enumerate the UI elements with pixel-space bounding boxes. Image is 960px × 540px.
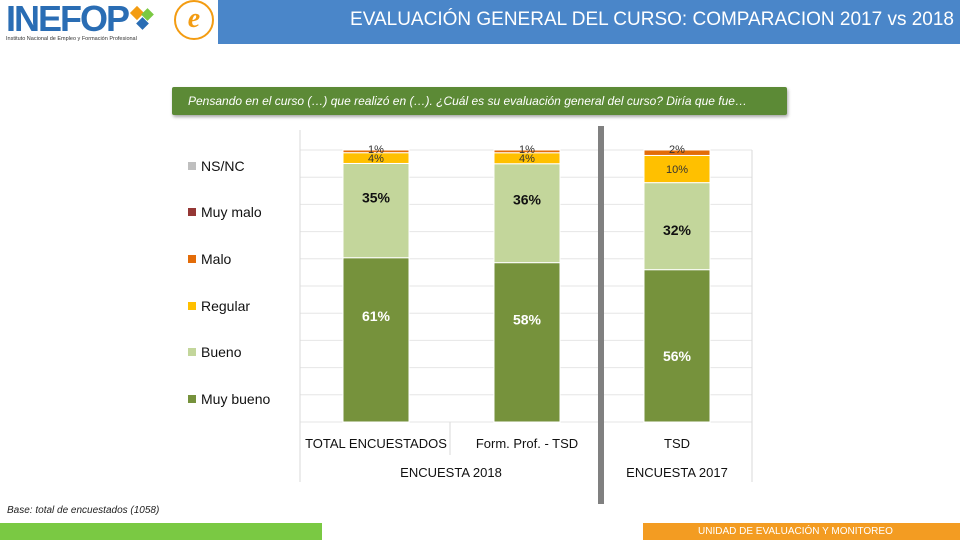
legend-item-bueno: Bueno bbox=[188, 344, 241, 360]
category-label-1: TOTAL ENCUESTADOS bbox=[305, 436, 447, 451]
category-label-3: TSD bbox=[664, 436, 690, 451]
legend-item-muy-malo: Muy malo bbox=[188, 204, 262, 220]
inefop-emblem-icon bbox=[129, 5, 154, 30]
data-label-muy-bueno-2: 58% bbox=[513, 311, 542, 327]
legend-label: Malo bbox=[201, 251, 232, 267]
legend-swatch bbox=[188, 208, 196, 216]
data-label-regular-1: 4% bbox=[368, 153, 384, 165]
legend-swatch bbox=[188, 162, 196, 170]
survey-question: Pensando en el curso (…) que realizó en … bbox=[172, 87, 787, 115]
legend-item-regular: Regular bbox=[188, 298, 250, 314]
legend-swatch bbox=[188, 302, 196, 310]
legend-item-malo: Malo bbox=[188, 251, 231, 267]
e-logo-icon: e bbox=[174, 0, 214, 40]
legend-swatch bbox=[188, 255, 196, 263]
bar-malo-2 bbox=[493, 149, 561, 154]
legend-item-muy-bueno: Muy bueno bbox=[188, 391, 270, 407]
inefop-logo-subtitle: Instituto Nacional de Empleo y Formación… bbox=[6, 36, 137, 42]
legend-label: Muy bueno bbox=[201, 391, 271, 407]
legend-swatch bbox=[188, 348, 196, 356]
legend-label: Bueno bbox=[201, 344, 242, 360]
data-label-regular-2: 4% bbox=[519, 153, 535, 165]
data-label-muy-bueno-1: 61% bbox=[362, 308, 391, 324]
bar-muy-bueno-1 bbox=[342, 257, 410, 423]
inefop-logo: INEFOP bbox=[6, 0, 130, 39]
data-label-bueno-2: 36% bbox=[513, 191, 542, 207]
data-label-bueno-3: 32% bbox=[663, 222, 692, 238]
bar-bueno-2 bbox=[493, 163, 561, 264]
bar-muy-bueno-3 bbox=[643, 269, 711, 423]
group-label-2: ENCUESTA 2017 bbox=[626, 465, 728, 480]
legend-label: NS/NC bbox=[201, 158, 245, 174]
data-label-muy-bueno-3: 56% bbox=[663, 348, 692, 364]
logo-area: INEFOP Instituto Nacional de Empleo y Fo… bbox=[0, 0, 218, 46]
page-title: EVALUACIÓN GENERAL DEL CURSO: COMPARACIO… bbox=[350, 9, 954, 30]
legend-item-ns-nc: NS/NC bbox=[188, 158, 245, 174]
data-label-regular-3: 10% bbox=[666, 164, 688, 176]
footer-label: UNIDAD DE EVALUACIÓN Y MONITOREO bbox=[643, 523, 960, 540]
group-divider bbox=[598, 126, 604, 504]
legend-label: Regular bbox=[201, 298, 251, 314]
bar-malo-3 bbox=[643, 149, 711, 156]
footer-green-bar bbox=[0, 523, 322, 540]
bar-bueno-3 bbox=[643, 182, 711, 271]
legend-label: Muy malo bbox=[201, 204, 262, 220]
bar-regular-3 bbox=[643, 154, 711, 184]
legend-swatch bbox=[188, 395, 196, 403]
bar-bueno-1 bbox=[342, 162, 410, 259]
data-label-malo-3: 2% bbox=[669, 144, 685, 156]
bar-muy-bueno-2 bbox=[493, 262, 561, 423]
base-note: Base: total de encuestados (1058) bbox=[7, 505, 160, 516]
data-label-bueno-1: 35% bbox=[362, 189, 391, 205]
group-label-1: ENCUESTA 2018 bbox=[400, 465, 502, 480]
data-label-malo-1: 1% bbox=[368, 144, 384, 156]
data-label-malo-2: 1% bbox=[519, 144, 535, 156]
category-label-2: Form. Prof. - TSD bbox=[476, 436, 578, 451]
bar-malo-1 bbox=[342, 149, 410, 154]
